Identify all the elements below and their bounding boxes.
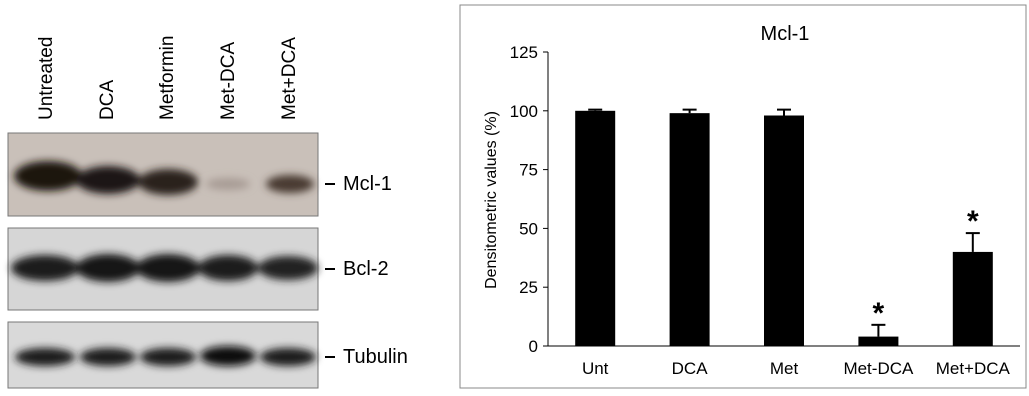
x-tick-label: DCA	[672, 359, 709, 378]
band	[80, 348, 136, 366]
bar	[858, 337, 898, 346]
lane-label: Met+DCA	[279, 37, 300, 120]
y-axis-title: Densitometric values (%)	[483, 111, 500, 289]
band	[11, 255, 79, 281]
band	[138, 169, 198, 195]
band	[14, 161, 82, 191]
band	[76, 254, 140, 282]
lane-label: Met-DCA	[218, 42, 239, 120]
significance-marker: *	[873, 297, 885, 330]
band	[15, 348, 75, 366]
protein-label: Tubulin	[343, 346, 408, 368]
band	[260, 348, 316, 366]
western-blot: Mcl-1 Bcl-2 Tubulin Untreated DCA Metfor…	[8, 36, 408, 388]
band	[258, 256, 318, 280]
lane-label: Untreated	[36, 37, 57, 120]
bar	[953, 252, 993, 346]
protein-label: Bcl-2	[343, 258, 389, 280]
x-tick-label: Met-DCA	[843, 359, 914, 378]
protein-label: Mcl-1	[343, 173, 392, 195]
y-tick-label: 75	[519, 161, 538, 180]
band	[198, 255, 258, 281]
bar	[764, 116, 804, 346]
band	[136, 254, 200, 282]
x-tick-label: Unt	[582, 359, 609, 378]
y-tick-label: 25	[519, 278, 538, 297]
error-bar	[588, 110, 602, 111]
chart-title: Mcl-1	[761, 23, 810, 45]
y-tick-label: 0	[529, 337, 538, 356]
bar	[670, 113, 710, 346]
band	[266, 175, 314, 193]
band	[200, 346, 256, 366]
band	[76, 166, 140, 194]
significance-marker: *	[967, 205, 979, 238]
figure: Mcl-1 Bcl-2 Tubulin Untreated DCA Metfor…	[0, 0, 1029, 391]
y-tick-label: 100	[510, 102, 538, 121]
lane-label: DCA	[97, 80, 118, 120]
y-tick-label: 125	[510, 43, 538, 62]
bar	[575, 111, 615, 346]
lane-label: Metformin	[157, 36, 178, 120]
y-tick-label: 50	[519, 219, 538, 238]
band	[206, 178, 250, 190]
chart-frame	[460, 5, 1026, 388]
x-tick-label: Met	[770, 359, 799, 378]
x-tick-label: Met+DCA	[936, 359, 1011, 378]
band	[140, 348, 196, 366]
